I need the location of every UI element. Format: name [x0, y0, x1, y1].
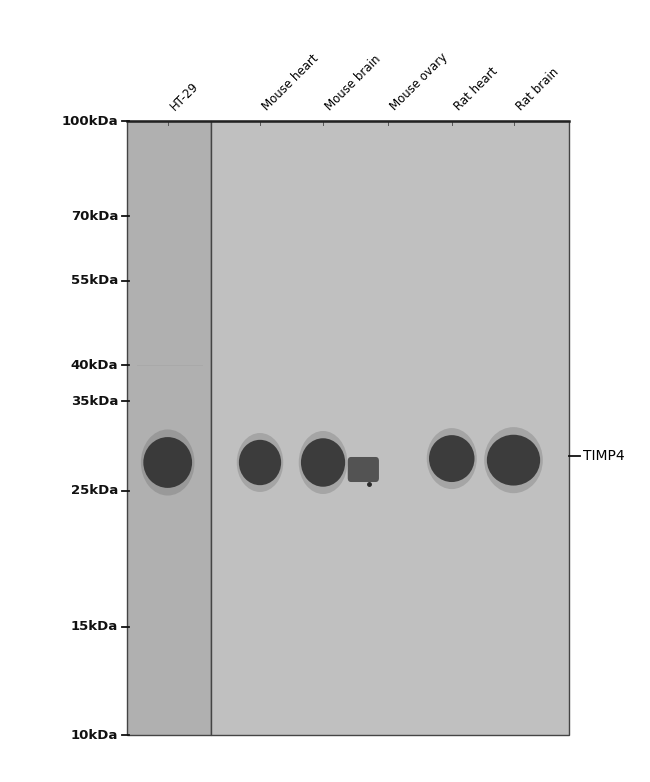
Ellipse shape: [487, 435, 540, 486]
Ellipse shape: [239, 439, 281, 485]
FancyBboxPatch shape: [348, 457, 379, 482]
Text: Mouse ovary: Mouse ovary: [388, 51, 450, 113]
Bar: [211, 121, 569, 735]
Ellipse shape: [301, 438, 345, 486]
Ellipse shape: [429, 435, 474, 482]
Text: 25kDa: 25kDa: [71, 484, 118, 497]
Ellipse shape: [141, 429, 194, 496]
Ellipse shape: [426, 428, 476, 489]
Text: 10kDa: 10kDa: [71, 729, 118, 741]
Ellipse shape: [144, 437, 192, 488]
Text: 40kDa: 40kDa: [71, 359, 118, 372]
Bar: [127, 121, 211, 735]
Text: Mouse heart: Mouse heart: [260, 52, 321, 113]
Text: 100kDa: 100kDa: [62, 115, 118, 127]
Text: 55kDa: 55kDa: [71, 274, 118, 287]
Ellipse shape: [484, 427, 543, 493]
Text: Rat heart: Rat heart: [452, 65, 500, 113]
Text: Rat brain: Rat brain: [514, 66, 561, 113]
Ellipse shape: [237, 433, 283, 492]
Text: 35kDa: 35kDa: [71, 395, 118, 407]
Text: 15kDa: 15kDa: [71, 620, 118, 633]
Text: Mouse brain: Mouse brain: [323, 53, 384, 113]
Ellipse shape: [299, 431, 347, 494]
Text: HT-29: HT-29: [168, 80, 201, 113]
Text: TIMP4: TIMP4: [583, 449, 625, 463]
Text: 70kDa: 70kDa: [71, 210, 118, 223]
